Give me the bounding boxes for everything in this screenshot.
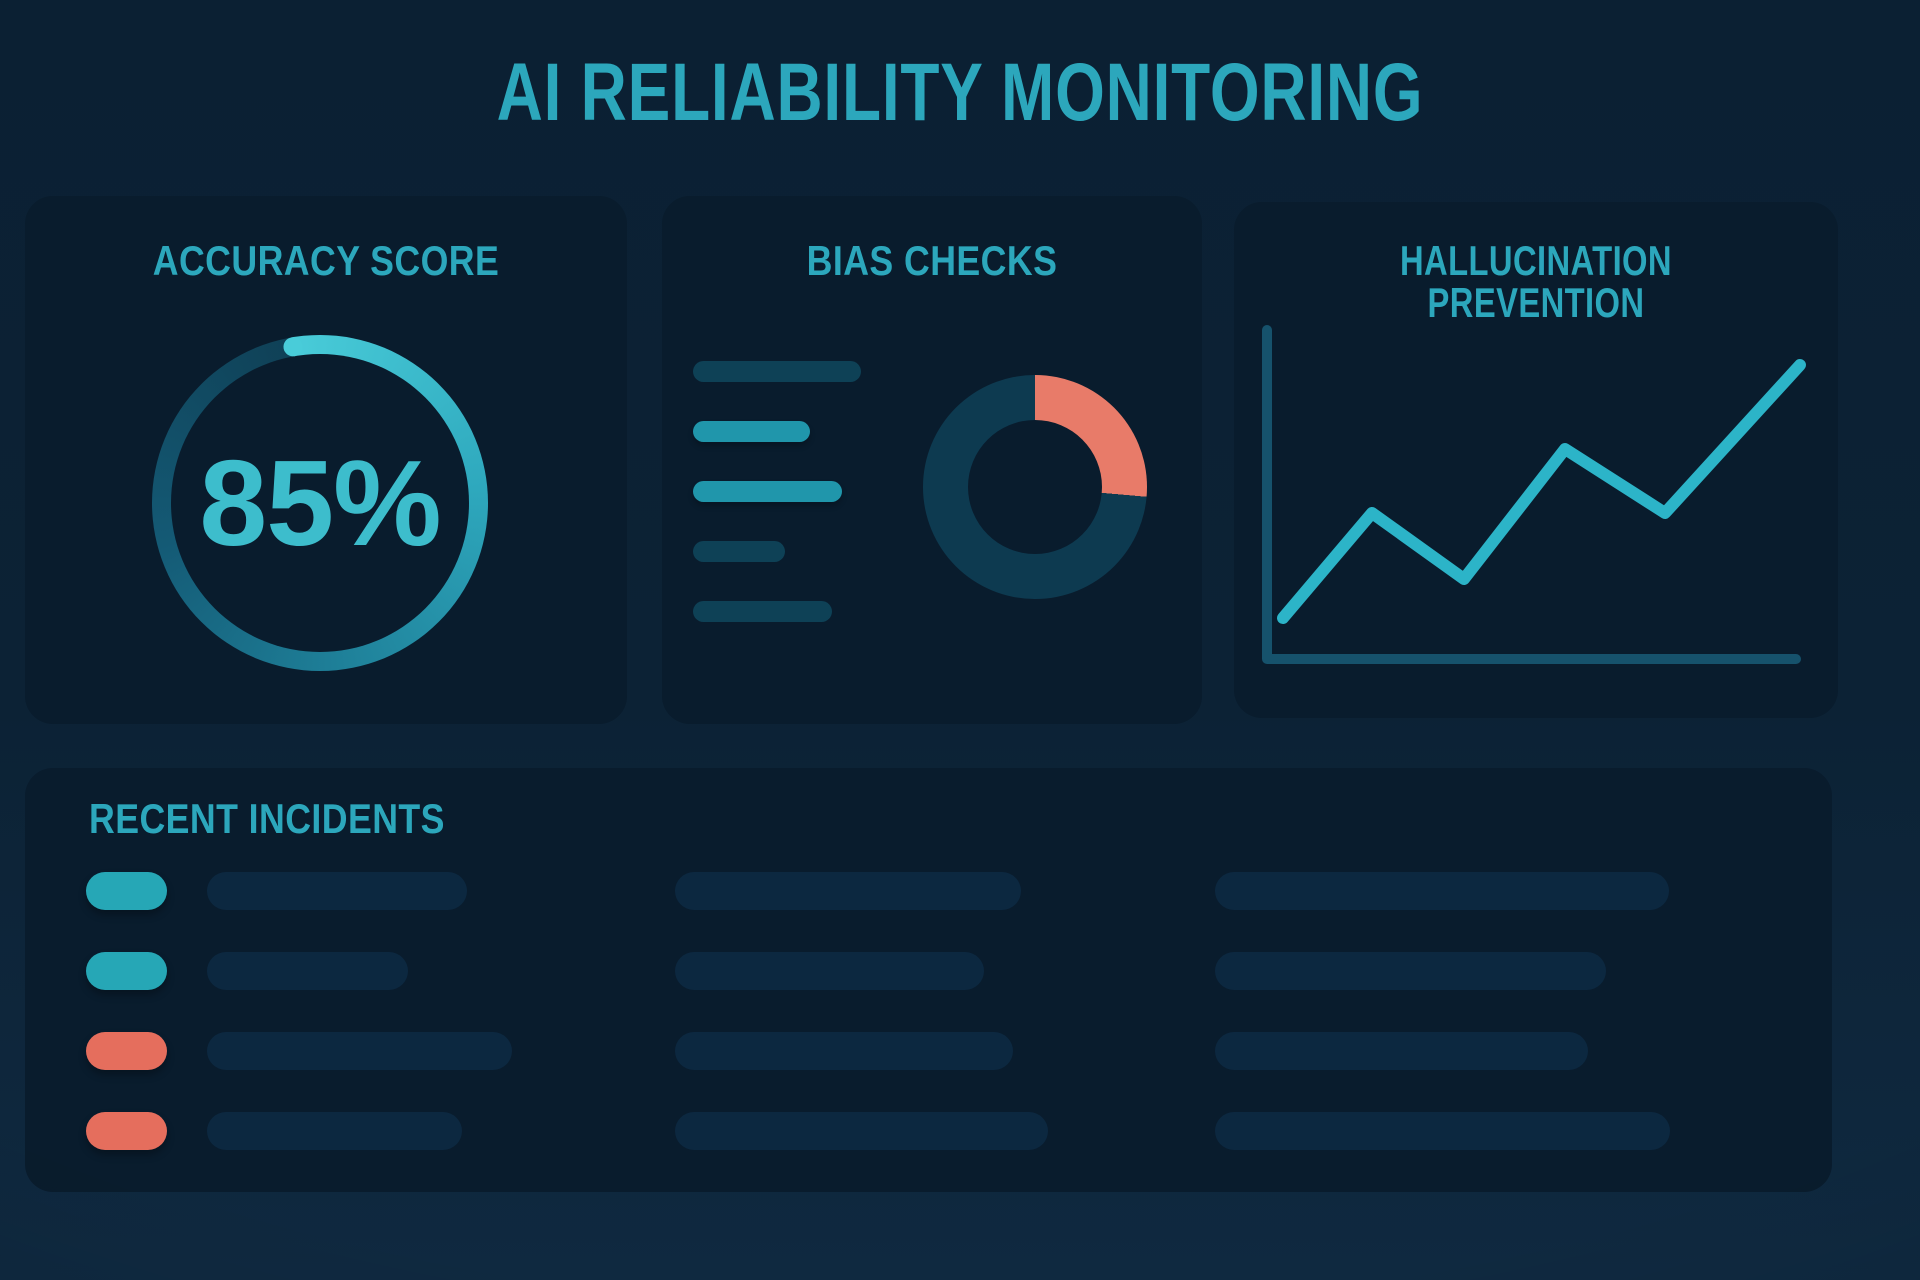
incident-row xyxy=(25,1112,1832,1150)
incident-text-bar xyxy=(675,952,984,990)
bias-check-bars xyxy=(693,361,861,622)
bias-donut-chart xyxy=(923,375,1147,599)
incident-status-pill xyxy=(86,872,167,910)
incident-row xyxy=(25,872,1832,910)
incident-text-bar xyxy=(1215,872,1669,910)
hallucination-card-title: HALLUCINATION PREVENTION xyxy=(1400,237,1672,326)
chart-trend-line xyxy=(1277,359,1806,624)
incident-status-pill xyxy=(86,1112,167,1150)
bias-bar xyxy=(693,601,832,622)
hallucination-prevention-card: HALLUCINATION PREVENTION xyxy=(1234,202,1838,718)
bias-card-title: BIAS CHECKS xyxy=(806,237,1058,284)
page-title: AI RELIABILITY MONITORING xyxy=(496,47,1424,138)
incident-status-pill xyxy=(86,1032,167,1070)
bias-bar xyxy=(693,481,842,502)
bias-bar xyxy=(693,421,810,442)
incident-text-bar xyxy=(207,952,408,990)
bias-checks-card: BIAS CHECKS xyxy=(662,196,1202,724)
incident-text-bar xyxy=(207,1112,462,1150)
incident-row xyxy=(25,1032,1832,1070)
hallucination-line-chart xyxy=(1262,325,1806,664)
incident-text-bar xyxy=(675,1032,1013,1070)
incident-text-bar xyxy=(207,1032,512,1070)
recent-incidents-panel: RECENT INCIDENTS xyxy=(25,768,1832,1192)
incident-status-pill xyxy=(86,952,167,990)
incident-text-bar xyxy=(675,872,1021,910)
incidents-panel-title: RECENT INCIDENTS xyxy=(89,795,445,842)
incident-text-bar xyxy=(675,1112,1048,1150)
bias-donut-hole xyxy=(968,420,1102,554)
incident-row xyxy=(25,952,1832,990)
accuracy-score-card: ACCURACY SCORE 85% xyxy=(25,196,627,724)
bias-bar xyxy=(693,541,785,562)
accuracy-card-title: ACCURACY SCORE xyxy=(152,237,500,284)
accuracy-score-value: 85% xyxy=(199,435,441,571)
gauge-hole xyxy=(171,354,469,652)
incident-text-bar xyxy=(207,872,467,910)
chart-axes xyxy=(1262,325,1801,664)
incident-text-bar xyxy=(1215,1112,1670,1150)
incident-text-bar xyxy=(1215,1032,1588,1070)
incident-text-bar xyxy=(1215,952,1606,990)
accuracy-gauge: 85% xyxy=(152,335,488,671)
bias-bar xyxy=(693,361,861,382)
